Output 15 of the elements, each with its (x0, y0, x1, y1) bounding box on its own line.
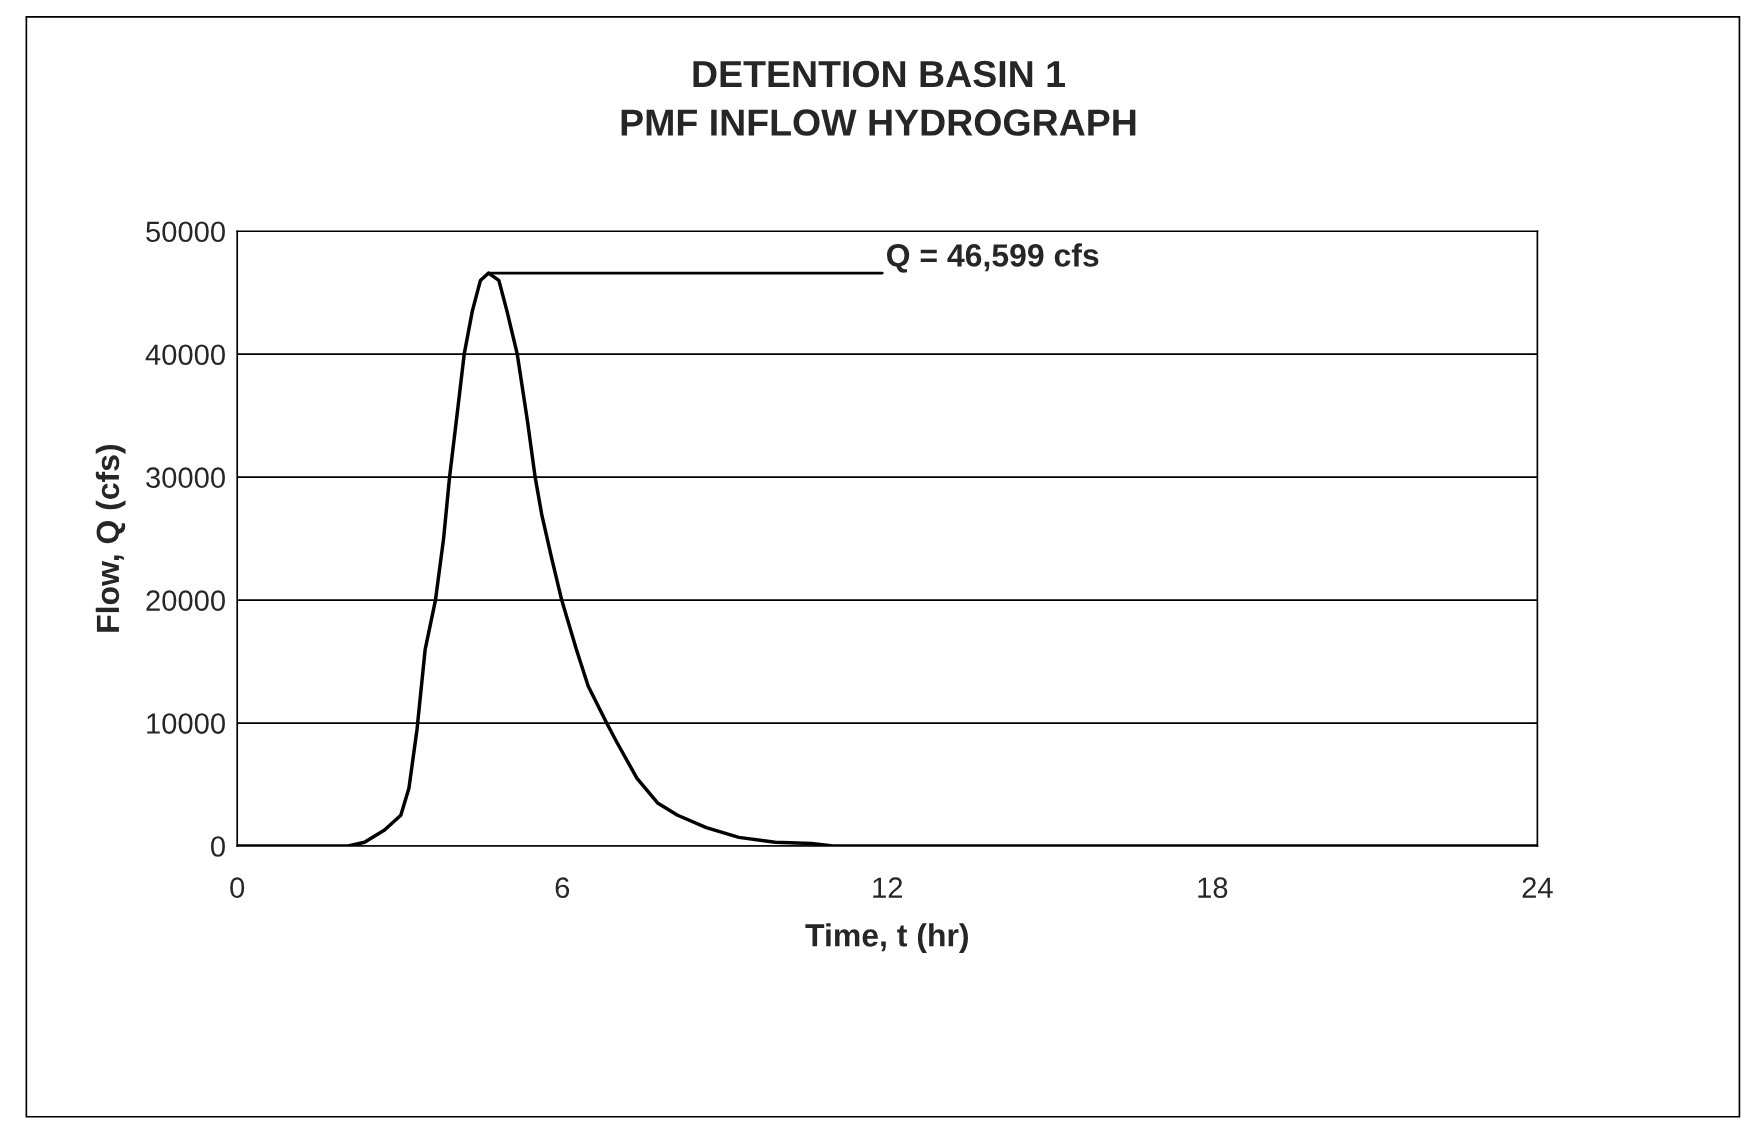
y-tick-label: 50000 (146, 221, 225, 243)
y-tick-label: 20000 (146, 590, 225, 611)
x-tick-label: 18 (1198, 877, 1228, 898)
y-tick-label: 10000 (147, 713, 225, 734)
x-tick-label: 24 (1522, 877, 1553, 898)
x-tick-label: 12 (873, 877, 903, 898)
x-axis-title: Time, t (hr) (805, 923, 968, 953)
x-tick-label: 6 (555, 877, 570, 898)
chart-title: DETENTION BASIN 1 PMF INFLOW HYDROGRAPH (621, 60, 1136, 136)
x-tick-label: 0 (230, 877, 245, 898)
y-tick-label: 30000 (146, 467, 225, 488)
y-axis-title: Flow, Q (cfs) (95, 444, 126, 632)
y-tick-label: 0 (211, 836, 225, 857)
y-tick-label: 40000 (145, 344, 225, 366)
annotation: Q = 46,599 cfs (887, 243, 1099, 273)
